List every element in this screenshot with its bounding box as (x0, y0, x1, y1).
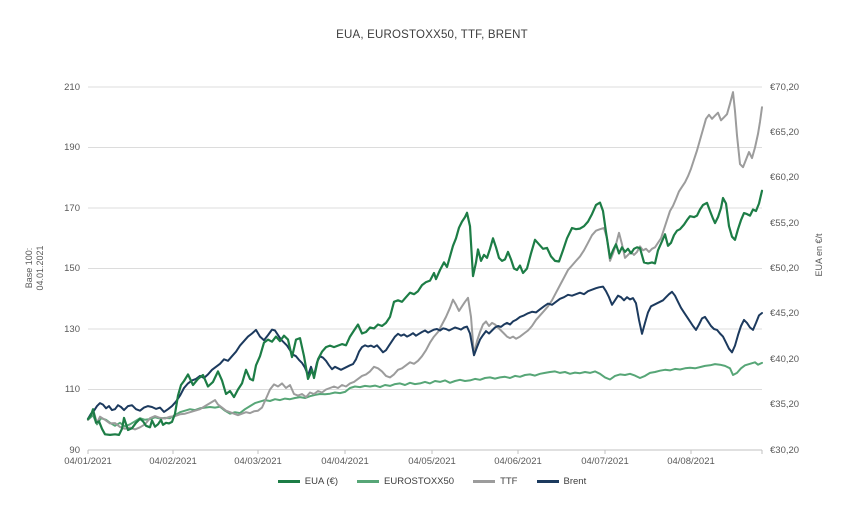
left-tick-label: 130 (64, 323, 80, 335)
x-tick-label: 04/07/2021 (581, 456, 629, 467)
series-line-ttf (87, 91, 763, 431)
legend-swatch (277, 480, 300, 483)
left-tick-label: 150 (64, 263, 80, 274)
left-axis-title: Base 100: 04.01.2021 (24, 208, 48, 328)
left-tick-label: 90 (69, 444, 80, 456)
right-tick-label: €70,20 (770, 81, 800, 93)
legend-item-eua-: EUA (€) (277, 476, 339, 487)
x-tick-label: 04/08/2021 (667, 456, 715, 467)
legend-item-ttf: TTF (473, 476, 518, 487)
legend-swatch (536, 480, 559, 483)
left-tick-label: 170 (64, 202, 80, 214)
right-tick-label: €55,20 (770, 217, 800, 229)
series-line-eurostoxx50 (87, 361, 763, 428)
right-axis-title: EUA en €/t (814, 233, 824, 277)
right-tick-label: €35,20 (770, 399, 800, 411)
series-line-eua- (86, 189, 764, 436)
right-tick-label: €50,20 (770, 263, 800, 274)
left-axis-title-line1: Base 100: (24, 247, 34, 289)
x-tick-label: 04/06/2021 (494, 456, 542, 467)
legend-item-brent: Brent (536, 476, 587, 487)
left-axis-title-line2: 04.01.2021 (35, 245, 45, 291)
x-tick-label: 04/02/2021 (149, 456, 197, 467)
legend-label: TTF (500, 476, 518, 487)
series-line-brent (87, 285, 763, 420)
legend-label: Brent (563, 476, 587, 487)
right-tick-label: €60,20 (770, 172, 800, 184)
x-tick-label: 04/04/2021 (321, 456, 369, 467)
left-tick-label: 210 (64, 81, 80, 93)
right-tick-label: €40,20 (770, 353, 800, 365)
legend-label: EUROSTOXX50 (384, 476, 455, 487)
chart-title: EUA, EUROSTOXX50, TTF, BRENT (336, 29, 528, 41)
chart-legend: EUA (€) EUROSTOXX50 TTF Brent (0, 476, 864, 487)
legend-item-eurostoxx50: EUROSTOXX50 (357, 476, 454, 487)
left-tick-label: 110 (64, 384, 80, 395)
legend-swatch (357, 480, 380, 483)
right-tick-label: €65,20 (770, 126, 800, 138)
legend-swatch (473, 480, 496, 483)
right-tick-label: €45,20 (770, 308, 800, 320)
left-tick-label: 190 (64, 142, 80, 153)
right-tick-label: €30,20 (770, 444, 800, 456)
x-tick-label: 04/05/2021 (408, 456, 456, 467)
x-tick-label: 04/01/2021 (64, 456, 112, 467)
x-tick-label: 04/03/2021 (234, 456, 282, 467)
legend-label: EUA (€) (304, 476, 339, 487)
